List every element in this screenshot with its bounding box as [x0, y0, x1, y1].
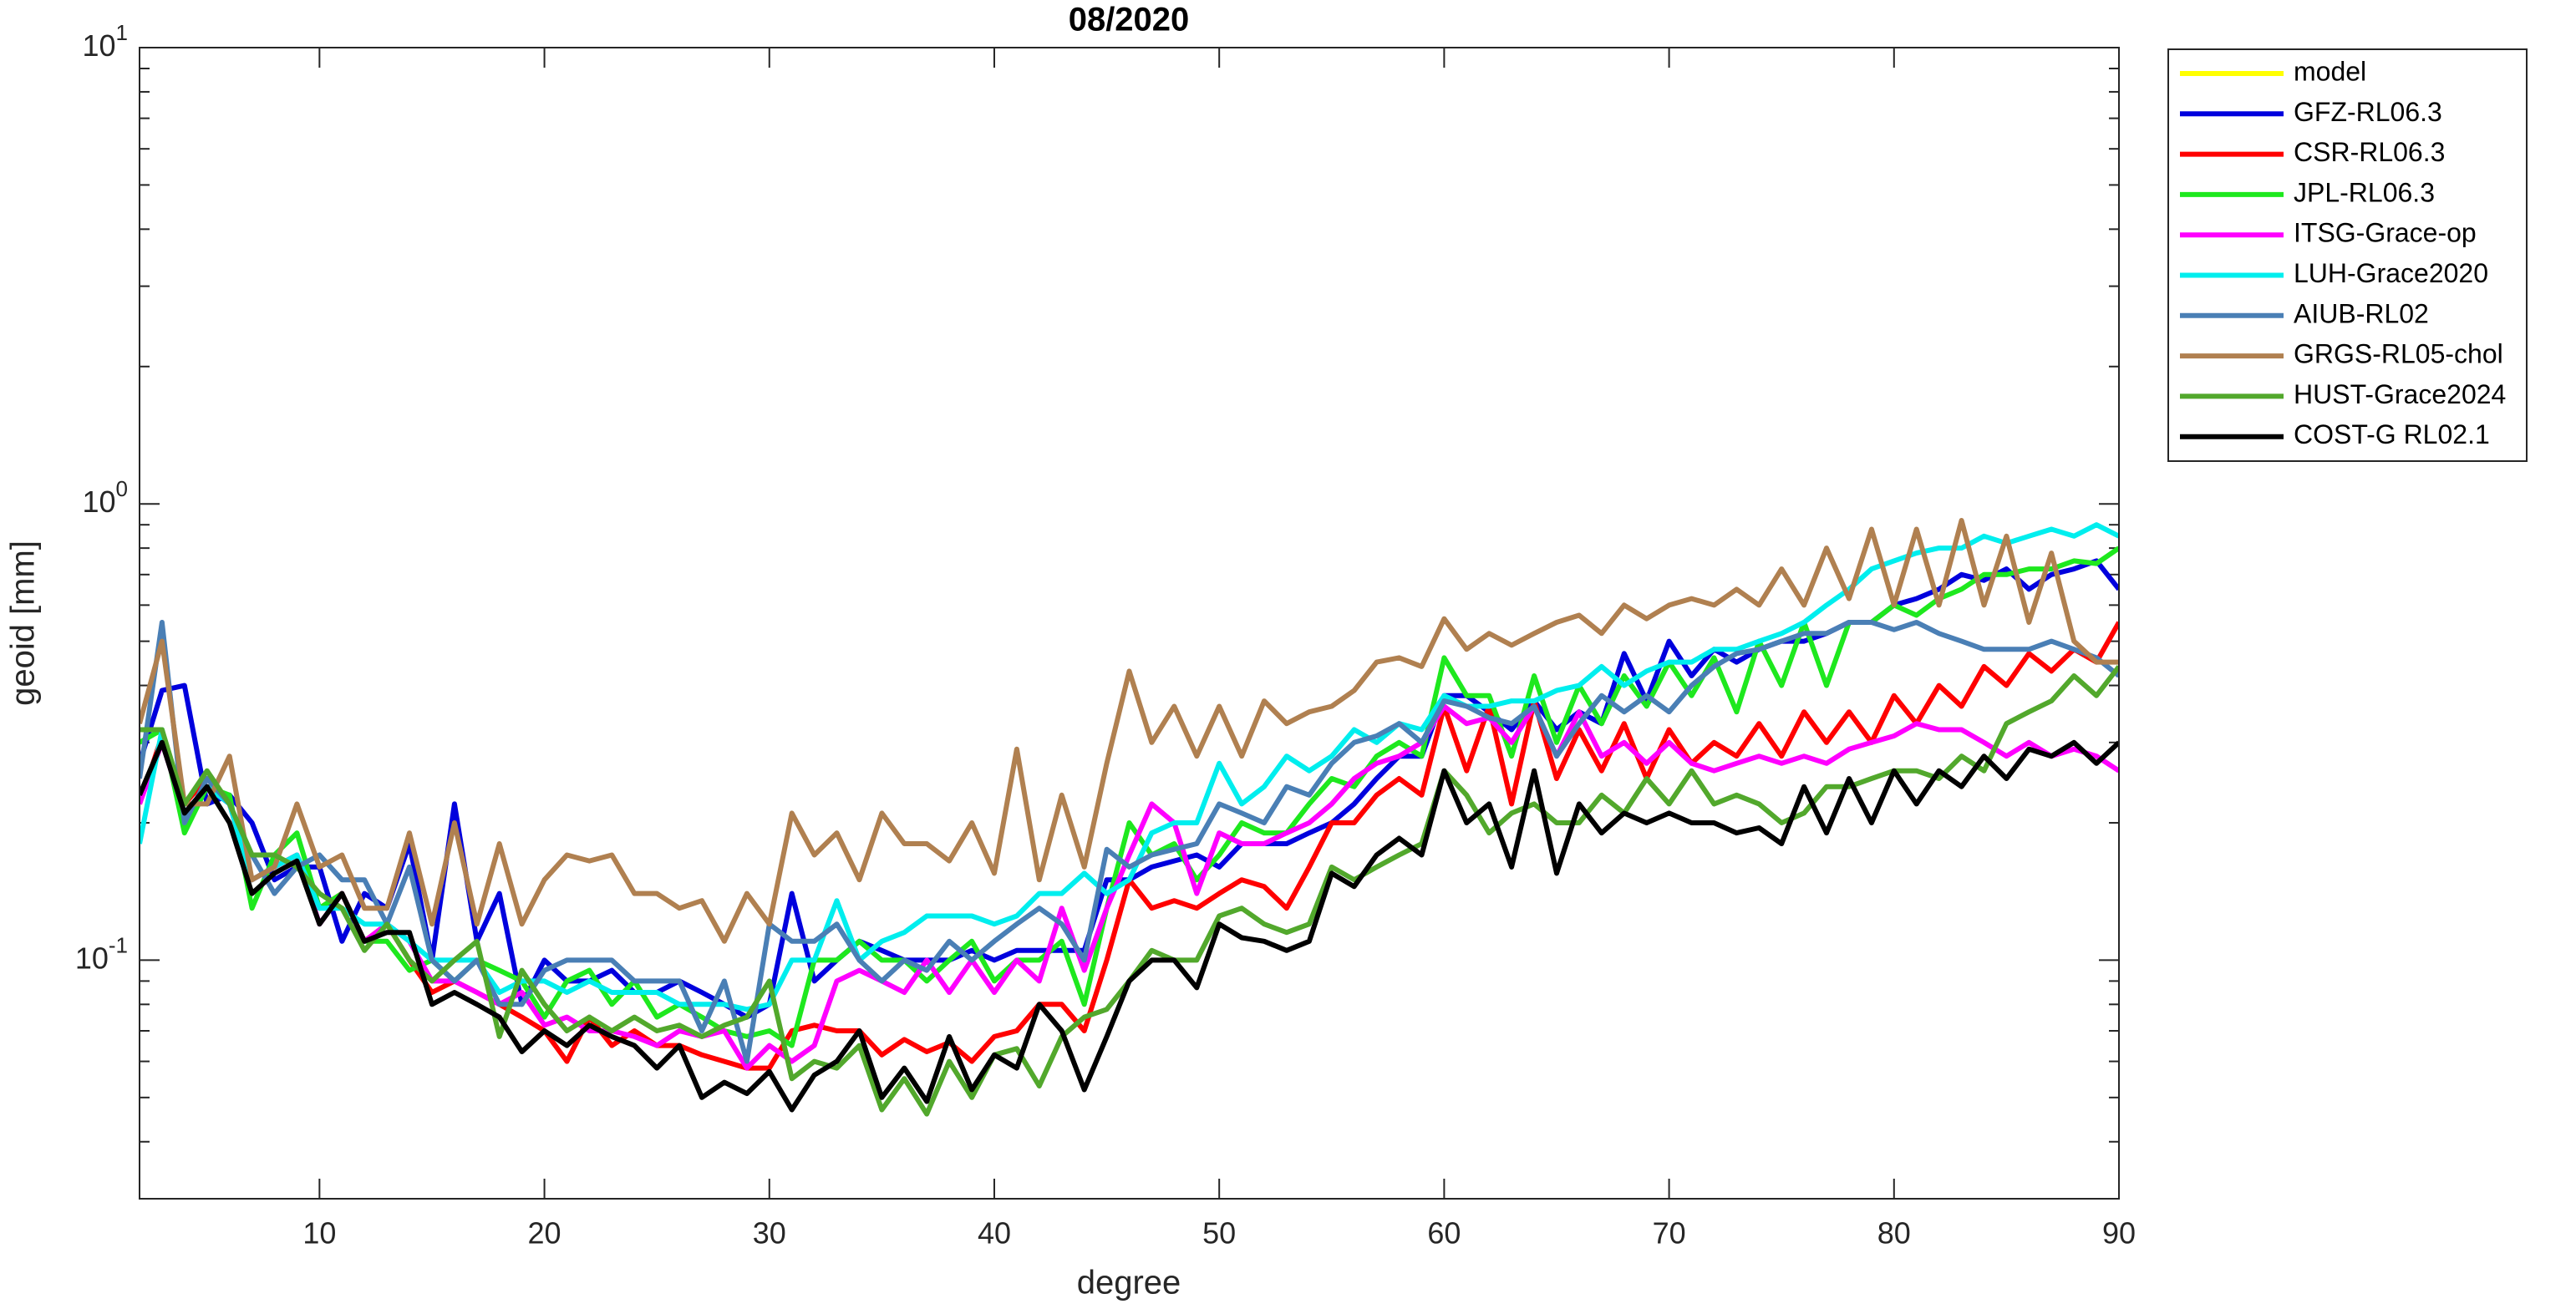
- x-tick-label: 90: [2102, 1216, 2136, 1251]
- x-tick-label: 50: [1202, 1216, 1236, 1251]
- plot-area: [140, 48, 2119, 1199]
- chart-title: 08/2020: [1069, 2, 1190, 38]
- x-tick-label: 10: [302, 1216, 336, 1251]
- axes-box: [139, 47, 2120, 1200]
- series-line: [140, 620, 2119, 1064]
- legend-label: CSR-RL06.3: [2294, 137, 2445, 167]
- x-tick-label: 80: [1877, 1216, 1911, 1251]
- series-line: [140, 522, 2119, 1012]
- legend-label: GRGS-RL05-chol: [2294, 339, 2503, 369]
- legend-label: model: [2294, 56, 2366, 86]
- legend-label: COST-G RL02.1: [2294, 419, 2490, 449]
- x-tick-label: 30: [753, 1216, 786, 1251]
- legend-label: JPL-RL06.3: [2294, 177, 2435, 207]
- y-tick-label: 100: [82, 476, 128, 519]
- legend-label: GFZ-RL06.3: [2294, 97, 2442, 127]
- x-tick-label: 70: [1653, 1216, 1686, 1251]
- y-tick-label: 101: [82, 20, 128, 63]
- y-tick-label: 10-1: [75, 932, 128, 975]
- series-line: [140, 703, 2119, 1071]
- legend-box: [2167, 48, 2528, 462]
- legend-label: LUH-Grace2020: [2294, 258, 2488, 288]
- x-tick-label: 40: [978, 1216, 1011, 1251]
- x-tick-label: 20: [528, 1216, 561, 1251]
- legend-label: HUST-Grace2024: [2294, 379, 2506, 409]
- x-axis-label: degree: [1077, 1265, 1181, 1301]
- legend-label: ITSG-Grace-op: [2294, 218, 2477, 248]
- series-line: [140, 518, 2119, 944]
- x-tick-label: 60: [1427, 1216, 1461, 1251]
- y-axis-label: geoid [mm]: [5, 540, 42, 706]
- series-line: [140, 739, 2119, 1113]
- plot-lines: [140, 518, 2119, 1117]
- legend-label: AIUB-RL02: [2294, 298, 2429, 328]
